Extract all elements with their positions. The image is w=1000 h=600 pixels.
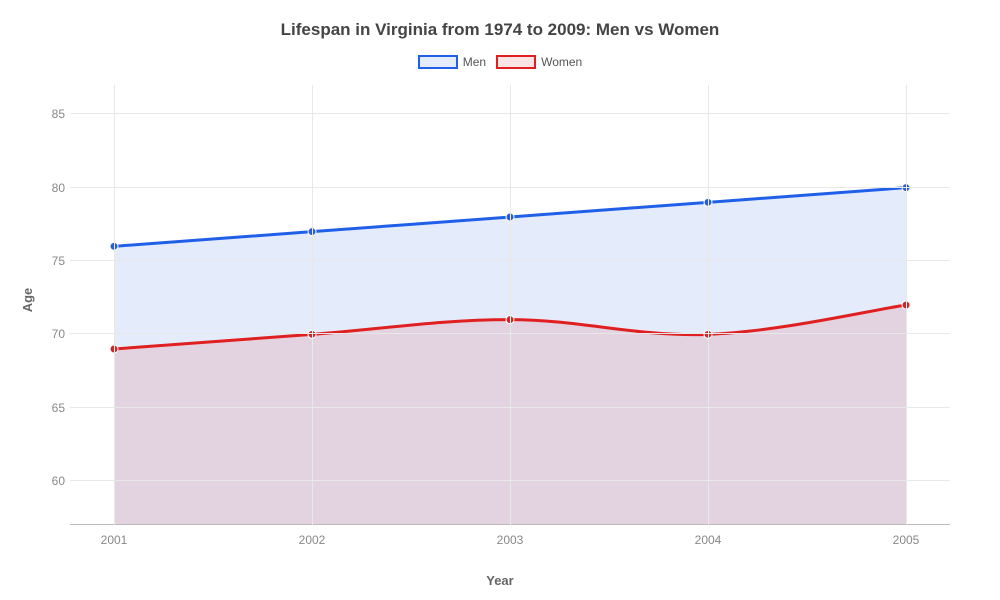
x-tick-label: 2001 (101, 533, 128, 547)
gridline-h (70, 260, 950, 261)
gridline-h (70, 113, 950, 114)
gridline-h (70, 187, 950, 188)
plot-area: 20012002200320042005606570758085 (70, 85, 950, 525)
chart-title: Lifespan in Virginia from 1974 to 2009: … (0, 20, 1000, 40)
x-tick-label: 2002 (299, 533, 326, 547)
x-tick-label: 2005 (893, 533, 920, 547)
y-tick-label: 85 (40, 107, 65, 121)
legend-swatch-men (418, 55, 458, 69)
legend-item-men[interactable]: Men (418, 55, 486, 69)
y-tick-label: 65 (40, 401, 65, 415)
legend-label-men: Men (463, 55, 486, 69)
chart-container: Lifespan in Virginia from 1974 to 2009: … (0, 0, 1000, 600)
y-tick-label: 75 (40, 254, 65, 268)
y-tick-label: 60 (40, 474, 65, 488)
y-axis-label: Age (20, 288, 35, 313)
gridline-v (708, 85, 709, 525)
y-tick-label: 70 (40, 327, 65, 341)
x-tick-label: 2003 (497, 533, 524, 547)
gridline-v (312, 85, 313, 525)
gridline-v (510, 85, 511, 525)
legend-label-women: Women (541, 55, 582, 69)
y-tick-label: 80 (40, 181, 65, 195)
legend-item-women[interactable]: Women (496, 55, 582, 69)
gridline-h (70, 480, 950, 481)
x-tick-label: 2004 (695, 533, 722, 547)
gridline-v (906, 85, 907, 525)
legend: Men Women (0, 55, 1000, 69)
x-axis-label: Year (0, 573, 1000, 588)
gridline-v (114, 85, 115, 525)
gridline-h (70, 333, 950, 334)
legend-swatch-women (496, 55, 536, 69)
gridline-h (70, 407, 950, 408)
